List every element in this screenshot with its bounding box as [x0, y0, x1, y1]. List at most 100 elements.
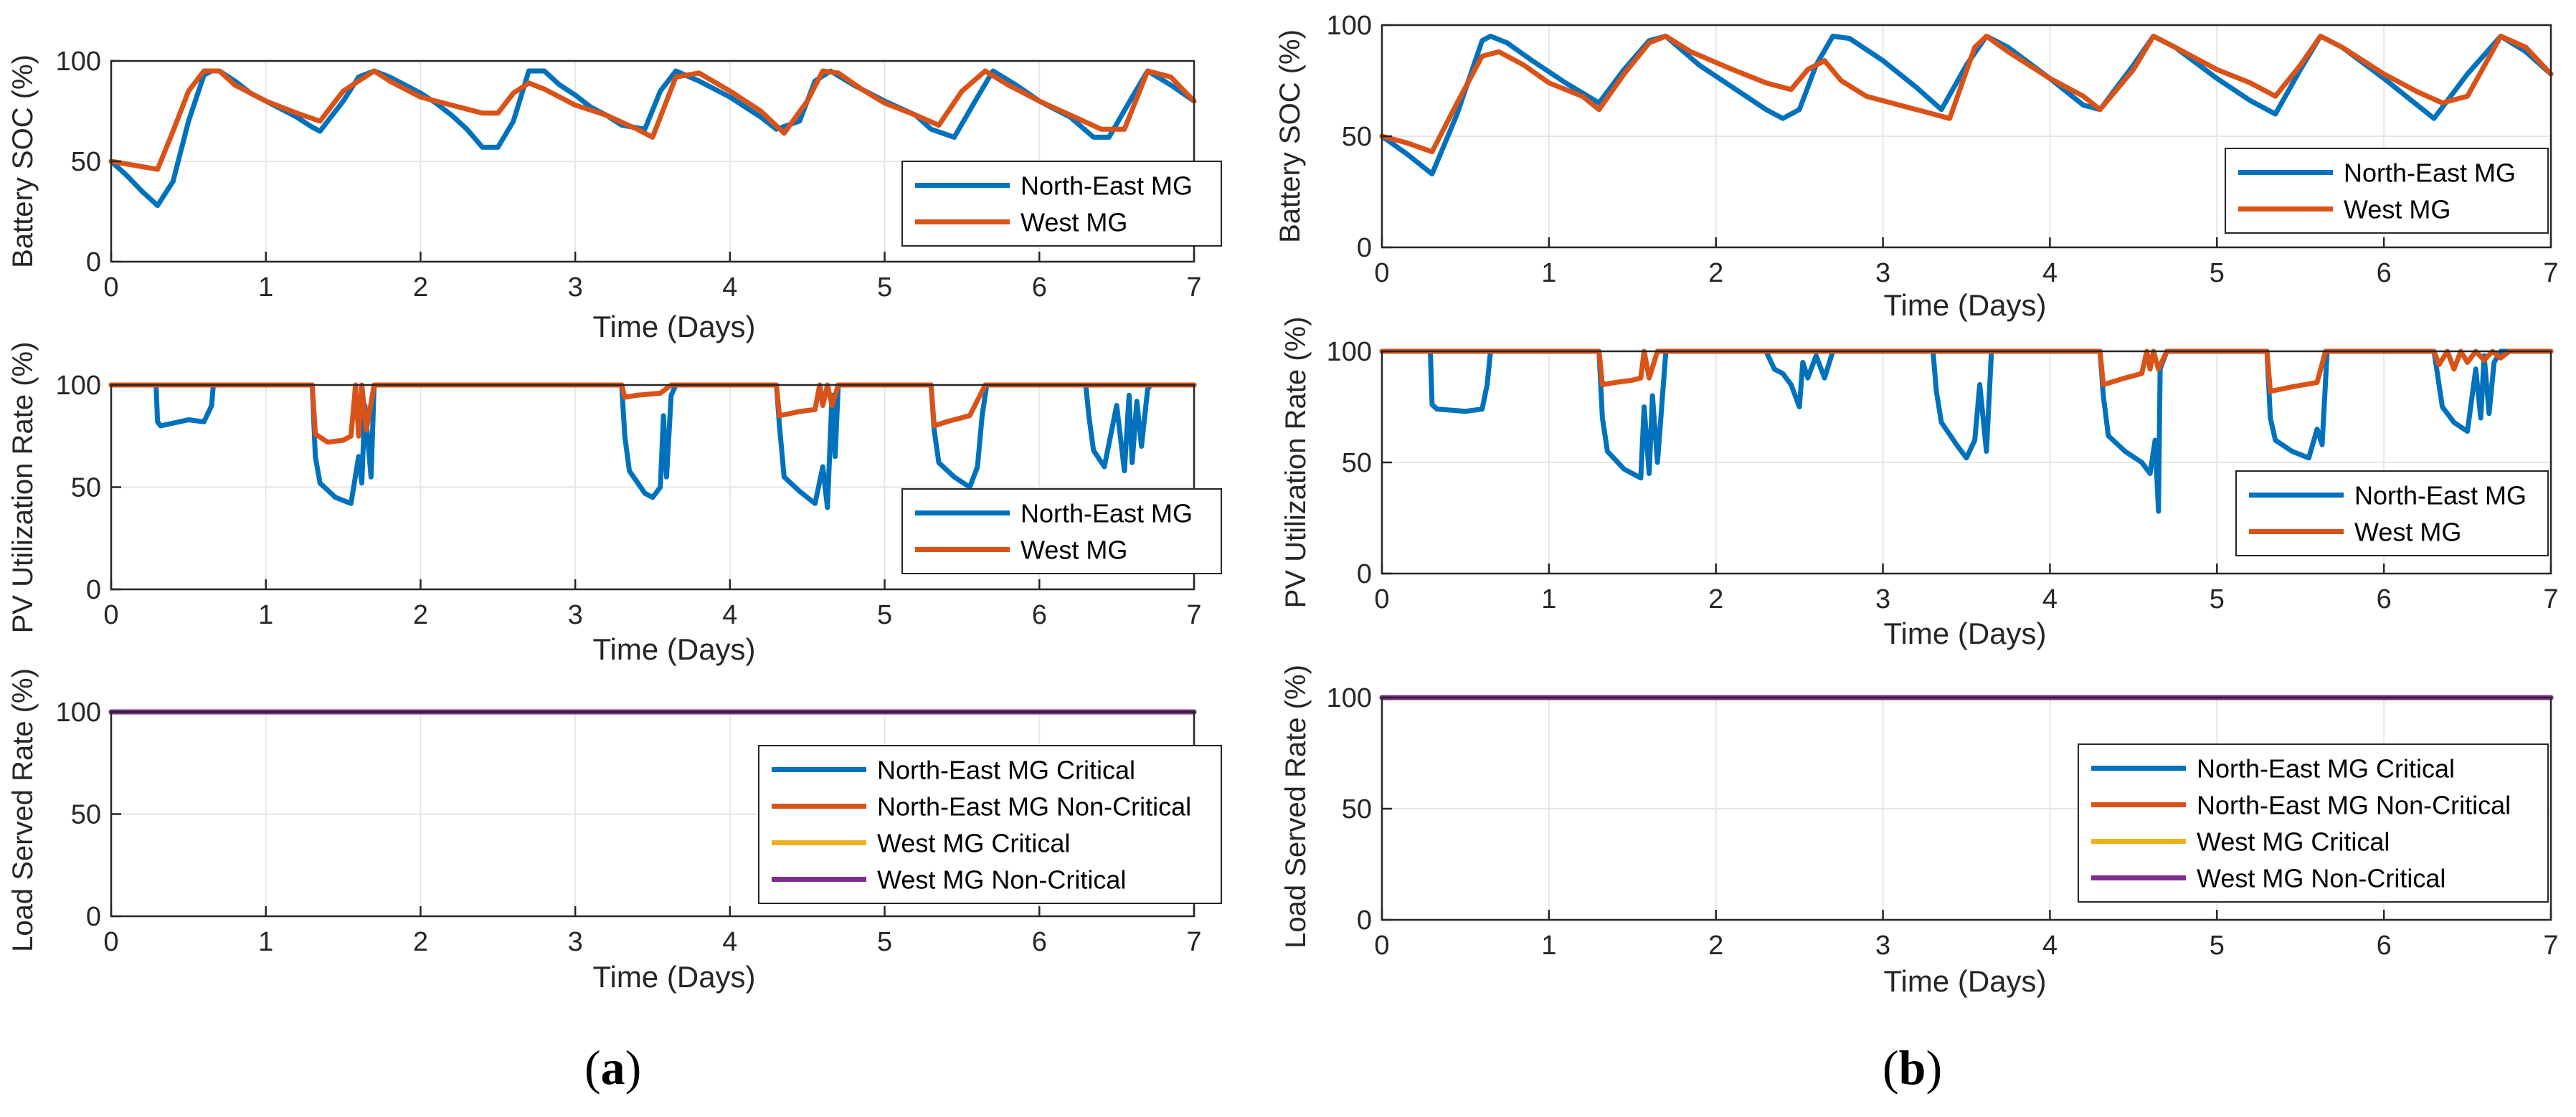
x-tick-label: 2 — [1708, 931, 1723, 961]
x-tick-label: 2 — [413, 600, 428, 630]
y-tick-label: 0 — [86, 247, 101, 277]
x-tick-label: 5 — [2210, 931, 2225, 961]
legend-box — [2235, 470, 2549, 556]
x-tick-label: 1 — [1541, 584, 1556, 614]
x-tick-label: 5 — [2210, 258, 2225, 288]
x-tick-label: 4 — [2042, 258, 2058, 288]
x-tick-label: 0 — [1374, 258, 1389, 288]
x-tick-label: 3 — [1875, 584, 1890, 614]
x-tick-label: 3 — [1875, 258, 1890, 288]
x-tick-label: 7 — [2543, 584, 2558, 614]
x-tick-label: 6 — [1032, 927, 1047, 957]
x-tick-label: 1 — [258, 927, 273, 957]
y-axis-label: Load Served Rate (%) — [7, 668, 39, 952]
x-tick-label: 4 — [2042, 584, 2058, 614]
y-tick-label: 100 — [1327, 337, 1372, 367]
legend-label-2: North-East MG Non-Critical — [877, 792, 1191, 822]
caption-b-close: ) — [1926, 1040, 1943, 1095]
x-tick-label: 4 — [722, 272, 737, 303]
x-tick-label: 0 — [1374, 931, 1389, 961]
x-tick-label: 6 — [2377, 258, 2392, 288]
caption-a-close: ) — [625, 1040, 642, 1095]
chart-a-battery-soc: 0 1 2 3 4 5 6 7 0 50 100 Time (Days) Battery SOC (%)… — [7, 47, 1222, 343]
y-axis-label: PV Utilization Rate (%) — [1280, 317, 1312, 609]
x-tick-label: 4 — [722, 927, 737, 957]
legend-label-2: West MG — [2354, 518, 2461, 547]
series-line-2 — [1379, 348, 2554, 394]
x-tick-label: 1 — [258, 272, 273, 303]
x-tick-label: 6 — [2377, 584, 2392, 614]
caption-a-open: ( — [584, 1040, 601, 1095]
legend-label-4: West MG Non-Critical — [877, 865, 1126, 895]
x-tick-label: 2 — [413, 927, 428, 957]
x-tick-label: 0 — [103, 600, 118, 630]
x-tick-label: 5 — [877, 272, 892, 303]
legend-label-4: West MG Non-Critical — [2197, 864, 2445, 893]
x-tick-label: 0 — [103, 272, 118, 303]
y-tick-label: 0 — [1357, 233, 1372, 263]
chart-b-load-served: 0 1 2 3 4 5 6 7 0 50 100 Time (Days) Load Served Rat… — [1280, 665, 2559, 998]
x-axis-label: Time (Days) — [592, 632, 755, 666]
panel-caption-a: (a) — [584, 1040, 641, 1096]
y-axis-label: PV Utilization Rate (%) — [7, 342, 39, 634]
chart-b-battery-soc: 0 1 2 3 4 5 6 7 0 50 100 Time (Days) Battery SOC (%)… — [1274, 11, 2559, 322]
y-tick-label: 50 — [1342, 794, 1372, 824]
x-tick-label: 5 — [877, 600, 892, 630]
x-tick-label: 3 — [1875, 931, 1890, 961]
y-axis-label: Battery SOC (%) — [1274, 29, 1306, 243]
x-tick-label: 1 — [1541, 931, 1556, 961]
y-tick-label: 0 — [86, 575, 101, 605]
y-tick-label: 100 — [56, 698, 101, 728]
x-tick-label: 6 — [2377, 931, 2392, 961]
legend-label-1: North-East MG — [2354, 481, 2527, 510]
chart-a-pv-utilization: 0 1 2 3 4 5 6 7 0 50 100 Time (Days) PV Utilization … — [7, 342, 1222, 666]
y-tick-label: 100 — [1327, 683, 1372, 713]
x-tick-label: 1 — [1541, 258, 1556, 288]
y-tick-label: 50 — [1342, 122, 1372, 152]
legend-label-3: West MG Critical — [2197, 827, 2390, 857]
x-axis-label: Time (Days) — [1883, 617, 2046, 650]
legend-label-2: West MG — [2344, 195, 2450, 224]
x-axis-label: Time (Days) — [592, 310, 755, 343]
series-line-2 — [1379, 34, 2554, 155]
x-tick-label: 3 — [568, 272, 583, 303]
legend-label-3: West MG Critical — [877, 829, 1070, 858]
x-tick-label: 3 — [568, 927, 583, 957]
y-tick-label: 0 — [1357, 559, 1372, 589]
x-tick-label: 7 — [1186, 272, 1201, 303]
x-tick-label: 7 — [1186, 600, 1201, 630]
x-tick-label: 4 — [2042, 931, 2058, 961]
series-line-1 — [1379, 348, 2554, 514]
legend-label-2: North-East MG Non-Critical — [2197, 791, 2511, 820]
y-tick-label: 50 — [71, 800, 101, 830]
caption-a-letter: a — [600, 1040, 625, 1095]
y-tick-label: 100 — [56, 371, 101, 401]
y-axis-label: Battery SOC (%) — [7, 54, 39, 268]
y-tick-label: 50 — [71, 147, 101, 177]
x-tick-label: 7 — [2543, 931, 2558, 961]
series-line-1 — [108, 382, 1197, 510]
x-tick-label: 4 — [722, 600, 737, 630]
legend-label-2: West MG — [1021, 536, 1127, 565]
panel-caption-b: (b) — [1883, 1040, 1942, 1096]
x-tick-label: 2 — [1708, 584, 1723, 614]
x-tick-label: 2 — [1708, 258, 1723, 288]
y-axis-label: Load Served Rate (%) — [1280, 665, 1312, 949]
legend-label-1: North-East MG — [1021, 499, 1193, 528]
legend-label-1: North-East MG Critical — [2197, 754, 2455, 784]
series-line-2 — [108, 68, 1197, 172]
legend-box — [901, 488, 1222, 574]
chart-a-load-served: 0 1 2 3 4 5 6 7 0 50 100 Time (Days) Load Served Rat… — [7, 668, 1222, 994]
x-tick-label: 7 — [1186, 927, 1201, 957]
legend-box — [2225, 148, 2549, 234]
x-tick-label: 6 — [1032, 272, 1047, 303]
x-tick-label: 5 — [877, 927, 892, 957]
legend-label-1: North-East MG — [2344, 158, 2516, 188]
y-tick-label: 0 — [86, 902, 101, 932]
x-tick-label: 5 — [2210, 584, 2225, 614]
legend-box — [901, 161, 1222, 247]
x-tick-label: 1 — [258, 600, 273, 630]
x-tick-label: 6 — [1032, 600, 1047, 630]
x-tick-label: 0 — [1374, 584, 1389, 614]
